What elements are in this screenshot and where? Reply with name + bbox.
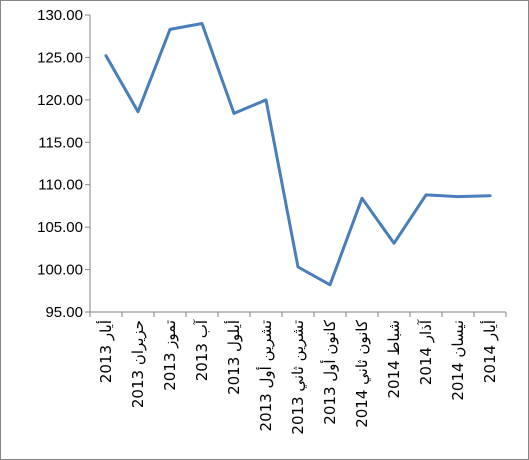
data-point (488, 194, 492, 197)
x-tick-label: كانون أول 2013 (320, 319, 339, 425)
data-point (328, 283, 332, 287)
x-tick-label: تشرين ثاني 2013 (289, 320, 308, 435)
x-tick-label: تشرين أول 2013 (256, 320, 275, 431)
axes (89, 15, 506, 313)
data-point (232, 112, 236, 115)
x-axis-ticks: أيار 2013 حزيران 2013 تموز 2013 آب 2013 أيلو… (89, 312, 507, 435)
data-point (104, 54, 108, 57)
data-point (264, 98, 268, 102)
x-tick-label: تموز 2013 (161, 320, 179, 391)
x-tick-label: أيلول 2013 (224, 320, 243, 395)
data-point (296, 265, 300, 269)
series-group (104, 22, 492, 287)
data-point (136, 110, 140, 113)
y-tick-label: 110.00 (38, 177, 83, 194)
y-axis-ticks: 130.00 125.00 120.00 115.00 110.00 105.00 100.… (37, 7, 90, 321)
y-tick-label: 95.00 (45, 304, 83, 321)
x-tick-label: كانون ثاني 2014 (353, 319, 372, 428)
x-tick-label: آب 2013 (193, 319, 211, 381)
data-point (200, 22, 204, 25)
data-point (392, 242, 396, 245)
data-point (424, 193, 428, 197)
y-tick-label: 100.00 (37, 262, 83, 279)
x-tick-label: حزيران 2013 (129, 320, 147, 408)
x-tick-label: أيار 2014 (480, 320, 499, 383)
y-tick-label: 115.00 (38, 134, 83, 151)
series-line (104, 22, 492, 287)
x-tick-label: شباط 2014 (385, 320, 403, 399)
y-tick-label: 130.00 (37, 7, 83, 24)
x-tick-label: آذار 2014 (417, 319, 435, 385)
y-tick-label: 120.00 (37, 92, 83, 109)
data-point (456, 195, 460, 198)
x-tick-label: نيسان 2014 (449, 320, 467, 401)
y-tick-label: 125.00 (37, 49, 83, 66)
data-point (360, 197, 364, 200)
y-tick-label: 105.00 (37, 219, 83, 236)
x-tick-label: أيار 2013 (96, 320, 115, 383)
data-point (168, 28, 172, 31)
